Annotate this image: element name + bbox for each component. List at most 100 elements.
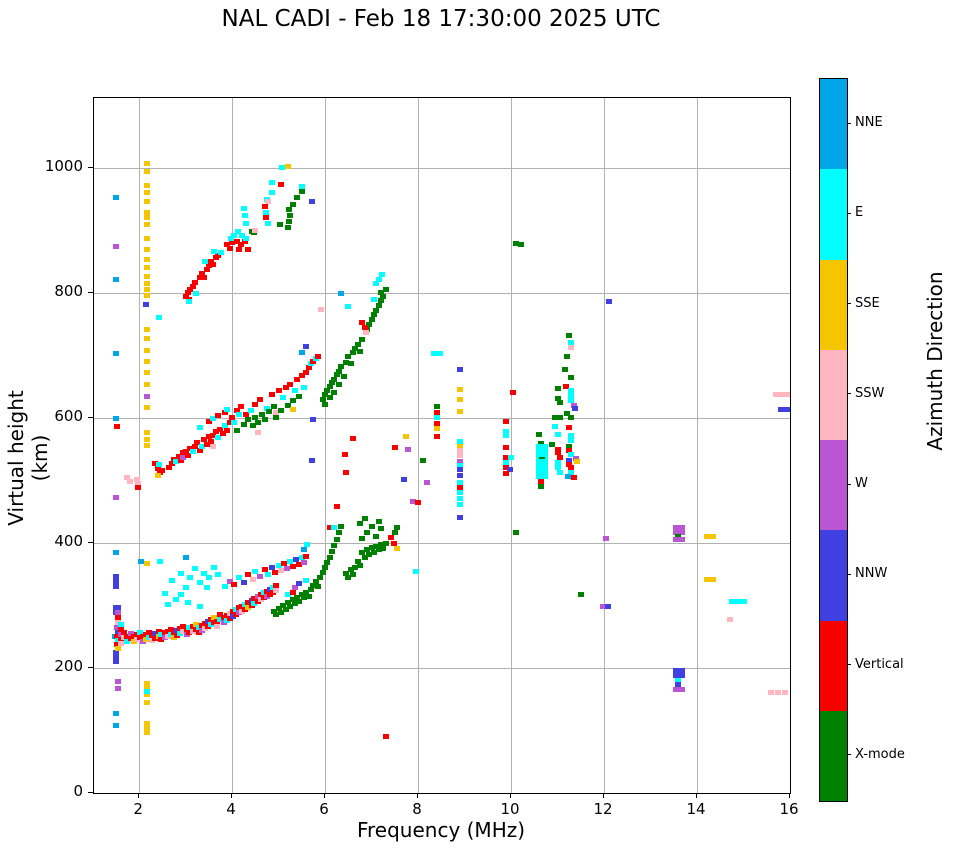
data-point xyxy=(256,573,263,579)
data-point xyxy=(277,609,284,615)
data-point xyxy=(679,686,686,692)
data-point xyxy=(354,558,361,564)
data-point xyxy=(437,351,444,356)
colorbar-category-label: X-mode xyxy=(855,746,905,762)
data-point xyxy=(115,614,122,620)
data-point xyxy=(143,636,150,642)
data-point xyxy=(250,422,256,428)
data-point xyxy=(263,406,270,411)
data-point xyxy=(243,221,250,226)
data-point xyxy=(336,530,343,536)
colorbar-title: Azimuth Direction xyxy=(923,271,947,451)
data-point xyxy=(388,534,395,540)
data-point xyxy=(710,577,717,583)
data-point xyxy=(518,242,525,248)
data-point xyxy=(115,619,122,625)
data-point xyxy=(113,423,120,429)
data-point xyxy=(675,533,682,539)
data-point xyxy=(203,584,210,590)
data-point xyxy=(233,427,240,433)
data-point xyxy=(144,437,150,443)
data-point xyxy=(603,536,610,541)
data-point xyxy=(566,332,573,338)
data-point xyxy=(127,631,134,636)
x-gridline xyxy=(696,98,698,793)
data-point xyxy=(195,624,202,630)
data-point xyxy=(201,274,208,280)
data-point xyxy=(305,365,312,371)
data-point xyxy=(331,376,338,382)
data-point xyxy=(456,472,463,478)
data-point xyxy=(268,189,275,195)
data-point xyxy=(233,407,240,413)
data-point xyxy=(155,315,162,321)
y-gridline xyxy=(94,417,790,419)
data-point xyxy=(144,257,150,263)
data-point xyxy=(226,578,233,584)
data-point xyxy=(144,287,150,293)
data-point xyxy=(380,546,387,551)
data-point xyxy=(144,369,150,375)
data-point xyxy=(673,667,680,673)
data-point xyxy=(284,600,291,606)
data-point xyxy=(139,633,146,639)
data-point xyxy=(144,247,150,253)
data-point xyxy=(568,387,575,393)
data-point xyxy=(317,575,324,581)
x-gridline xyxy=(324,98,326,793)
data-point xyxy=(535,453,542,459)
x-gridline xyxy=(231,98,233,793)
data-point xyxy=(375,276,382,282)
data-point xyxy=(196,603,203,609)
data-point xyxy=(287,559,294,565)
data-point xyxy=(273,410,280,416)
data-point xyxy=(240,421,247,427)
data-point xyxy=(568,437,575,443)
data-point xyxy=(301,559,308,565)
data-point xyxy=(510,389,517,395)
data-point xyxy=(158,637,165,643)
data-point xyxy=(361,554,368,560)
data-point xyxy=(236,605,243,611)
data-point xyxy=(112,650,119,656)
data-point xyxy=(298,183,305,189)
data-point xyxy=(345,575,352,581)
data-point xyxy=(298,592,305,598)
colorbar-tick-mark xyxy=(847,303,851,305)
data-point xyxy=(240,206,247,211)
data-point xyxy=(331,390,338,396)
data-point xyxy=(568,415,575,421)
data-point xyxy=(144,182,150,188)
x-tick-label: 8 xyxy=(412,800,422,818)
data-point xyxy=(285,219,292,225)
data-point xyxy=(144,726,150,731)
data-point xyxy=(252,415,259,421)
data-point xyxy=(679,525,686,531)
data-point xyxy=(208,617,215,623)
data-point xyxy=(144,699,150,705)
data-point xyxy=(269,584,276,590)
data-point xyxy=(375,518,382,524)
data-point xyxy=(245,572,252,578)
data-point xyxy=(130,639,137,645)
data-point xyxy=(167,631,174,637)
data-point xyxy=(577,592,584,598)
data-point xyxy=(196,579,203,585)
data-point xyxy=(568,345,575,351)
data-point xyxy=(144,215,150,221)
data-point xyxy=(342,470,349,476)
data-point xyxy=(219,431,226,436)
data-point xyxy=(186,625,193,631)
chart-title: NAL CADI - Feb 18 17:30:00 2025 UTC xyxy=(221,6,661,32)
data-point xyxy=(224,242,231,248)
data-point xyxy=(768,689,775,695)
data-point xyxy=(562,383,569,389)
data-point xyxy=(144,221,150,227)
data-point xyxy=(146,629,153,635)
x-gridline xyxy=(603,98,605,793)
data-point xyxy=(433,433,440,439)
data-point xyxy=(361,516,368,521)
data-point xyxy=(278,164,285,170)
data-point xyxy=(276,222,283,228)
data-point xyxy=(605,299,612,305)
